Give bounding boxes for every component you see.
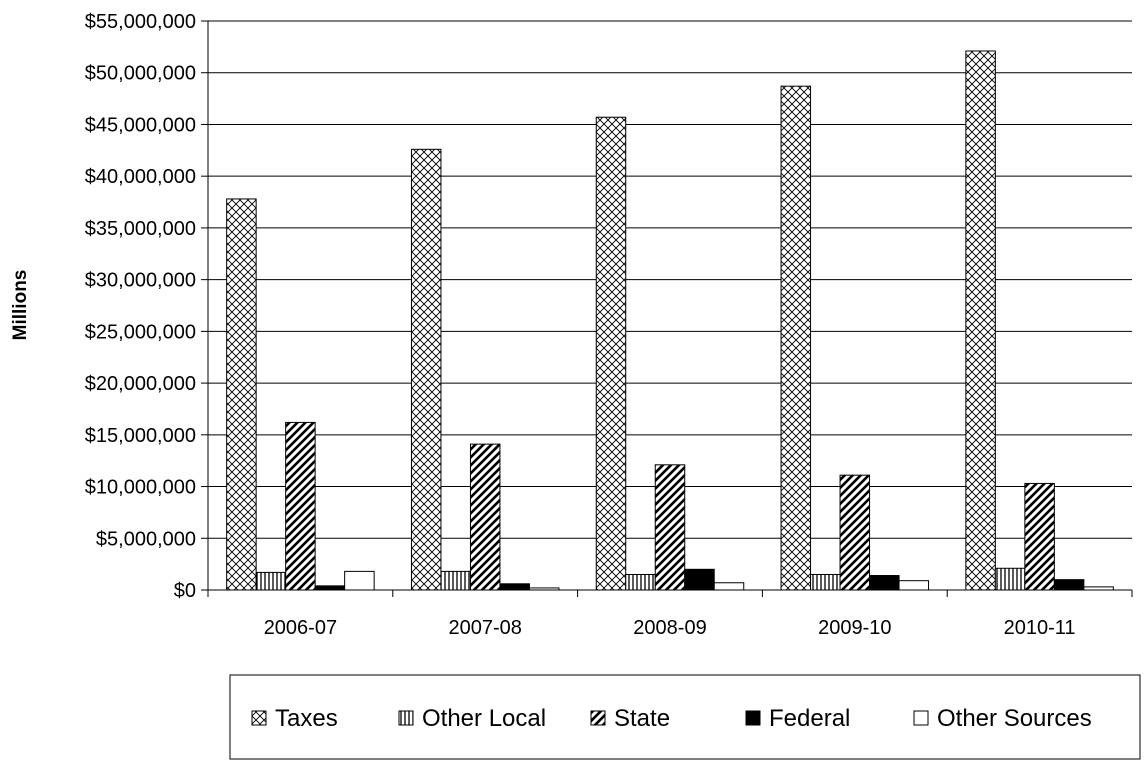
legend-label: Federal xyxy=(769,705,850,732)
y-tick-label: $25,000,000 xyxy=(85,321,196,343)
bar-federal xyxy=(314,585,346,591)
bar-taxes xyxy=(226,198,257,591)
bar-other-local xyxy=(810,573,841,591)
y-tick-label: $35,000,000 xyxy=(85,218,196,240)
y-tick-label: $55,000,000 xyxy=(85,11,196,33)
bar-other-sources xyxy=(1083,586,1114,591)
y-tick-label: $5,000,000 xyxy=(96,528,196,550)
bar-other-sources xyxy=(528,587,560,591)
bar-federal xyxy=(1053,579,1085,591)
bar-other-sources xyxy=(898,580,930,591)
legend-label: Taxes xyxy=(275,705,338,732)
legend-swatch xyxy=(251,710,267,726)
legend-swatch xyxy=(398,710,414,726)
y-axis-label: Millions xyxy=(10,270,31,341)
bar-federal xyxy=(499,583,530,591)
bar-other-local xyxy=(440,570,471,591)
legend-swatch xyxy=(745,710,761,726)
bar-other-sources xyxy=(713,582,745,591)
bar-state xyxy=(654,464,686,591)
x-tick-label: 2007-08 xyxy=(448,617,521,639)
y-tick-label: $10,000,000 xyxy=(85,477,196,499)
bar-state xyxy=(285,421,316,591)
y-tick-label: $15,000,000 xyxy=(85,425,196,447)
y-tick-label: $45,000,000 xyxy=(85,114,196,136)
y-tick-label: $30,000,000 xyxy=(85,270,196,292)
legend-swatch xyxy=(590,710,606,726)
bar-taxes xyxy=(595,116,627,591)
bar-federal xyxy=(684,568,715,591)
x-tick-label: 2008-09 xyxy=(633,617,706,639)
legend-label: State xyxy=(614,705,670,732)
legend-box xyxy=(229,674,1141,760)
bar-taxes xyxy=(410,148,442,591)
x-tick-label: 2010-11 xyxy=(1004,617,1076,639)
legend-label: Other Sources xyxy=(937,705,1092,732)
x-tick-label: 2006-07 xyxy=(264,617,337,639)
bar-other-sources xyxy=(344,570,375,591)
y-tick-label: $20,000,000 xyxy=(85,373,196,395)
legend: Taxes Other Local State Federal Other Source… xyxy=(229,674,1141,760)
bar-taxes xyxy=(780,85,812,591)
legend-swatch xyxy=(913,710,929,726)
x-tick-label: 2009-10 xyxy=(818,617,891,639)
tick-labels: $0 $5,000,000 $10,000,000 $15,000,000 $20,00… xyxy=(85,11,1076,639)
bar-state xyxy=(469,443,501,591)
y-tick-label: $0 xyxy=(174,580,196,602)
bar-other-local xyxy=(255,571,287,591)
bar-taxes xyxy=(965,50,996,591)
y-tick-label: $40,000,000 xyxy=(85,166,196,188)
bar-other-local xyxy=(625,573,656,591)
bar-state xyxy=(839,474,871,591)
bar-federal xyxy=(869,575,900,591)
y-tick-label: $50,000,000 xyxy=(85,63,196,85)
bar-state xyxy=(1024,482,1055,591)
legend-label: Other Local xyxy=(422,705,546,732)
bars xyxy=(226,50,1114,591)
bar-other-local xyxy=(994,567,1026,591)
